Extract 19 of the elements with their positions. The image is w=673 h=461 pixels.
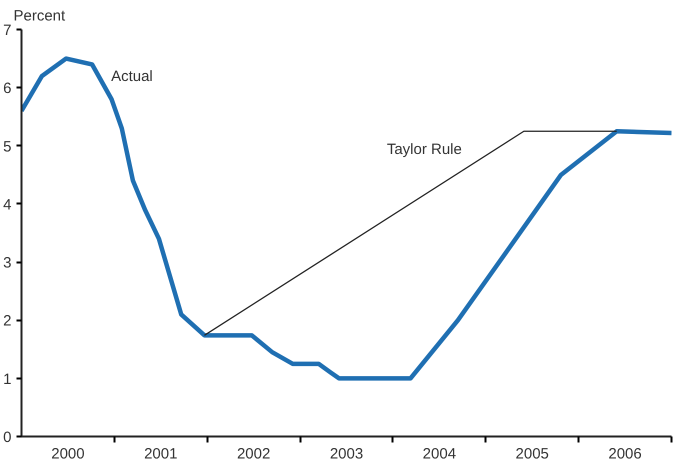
- x-tick-label: 2003: [330, 446, 364, 461]
- y-tick-label: 7: [3, 22, 12, 39]
- series-label: Actual: [111, 68, 153, 86]
- y-tick-label: 1: [3, 370, 12, 388]
- y-tick-label: 5: [3, 138, 12, 156]
- y-tick-label: 0: [3, 429, 12, 446]
- x-tick-label: 2006: [608, 446, 642, 461]
- y-tick-label: 6: [3, 80, 12, 98]
- x-tick-label: 2001: [144, 446, 178, 461]
- line-series: [22, 56, 672, 381]
- y-tick-label: 3: [3, 254, 12, 272]
- y-tick-label: 4: [3, 196, 12, 214]
- y-axis-title: Percent: [14, 8, 66, 24]
- y-tick-label: 2: [3, 312, 12, 330]
- x-tick-label: 2004: [422, 446, 456, 461]
- x-tick-label: 2005: [516, 446, 549, 461]
- x-tick-label: 2002: [236, 446, 270, 461]
- x-tick-label: 2000: [51, 446, 85, 461]
- series-label: Taylor Rule: [386, 140, 462, 158]
